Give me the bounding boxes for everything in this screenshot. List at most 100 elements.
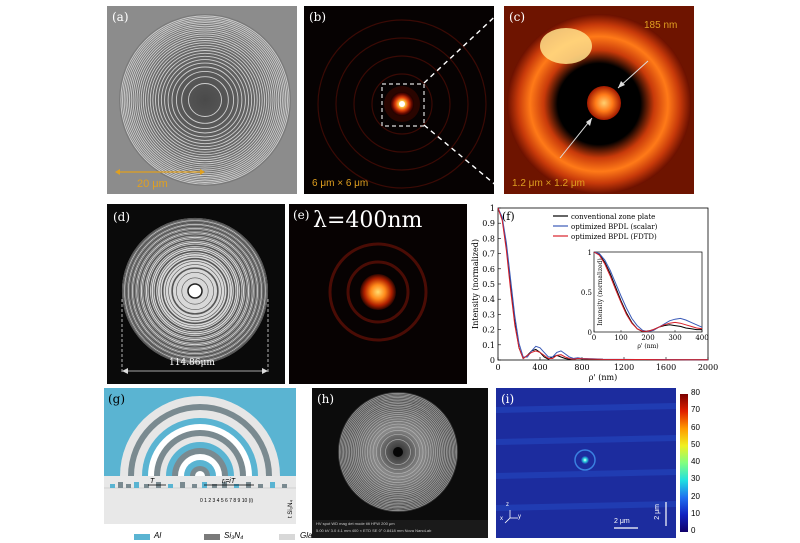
ring	[367, 421, 429, 483]
ring	[379, 433, 417, 471]
ring	[157, 253, 233, 329]
panel-label-e: (e)	[293, 208, 310, 222]
scale-label-i-horizontal: 2 μm	[614, 518, 630, 525]
ring	[131, 227, 259, 355]
ring	[132, 228, 258, 354]
scale-label-b: 6 μm × 6 μm	[312, 178, 369, 189]
ring	[369, 423, 427, 481]
intensity-chart: 00.10.20.30.40.50.60.70.80.910 400 800 1200…	[471, 204, 718, 382]
colorbar: 80 70 60 50 40 30 20 10 0	[680, 388, 720, 538]
ring	[127, 223, 263, 359]
ring	[125, 221, 265, 361]
series-line	[497, 207, 708, 361]
legend-label: conventional zone plate	[571, 213, 655, 221]
cross-section-block	[234, 484, 239, 488]
panel-label-g: (g)	[108, 392, 126, 406]
ring	[135, 231, 255, 351]
ring	[125, 20, 285, 180]
colorbar-gradient	[680, 394, 688, 532]
ring	[149, 44, 261, 156]
material-legend: Al Si₃N₄ Glass	[134, 531, 374, 542]
ring	[161, 257, 229, 325]
ring	[352, 406, 444, 498]
ring	[385, 439, 411, 465]
y-tick-label: 0.7	[482, 250, 495, 259]
ring	[130, 25, 280, 175]
bpdl-pattern-image	[107, 204, 285, 384]
panel-h: (h) HV spot WD mag det mode tilt HFW 200…	[312, 388, 488, 538]
panel-label-c: (c)	[509, 10, 526, 24]
sem-info-line1: HV spot WD mag det mode tilt HFW 200 μm	[316, 521, 395, 526]
cross-section-block	[270, 482, 275, 488]
panel-label-f: (f)	[502, 210, 515, 223]
diameter-label-d: 114.86μm	[169, 358, 215, 368]
ring	[375, 429, 421, 475]
ring	[123, 219, 267, 363]
ring	[171, 66, 239, 134]
colorbar-tick-label: 20	[691, 491, 700, 501]
cross-section-block	[282, 484, 287, 488]
ring	[136, 31, 274, 169]
colorbar-tick-label: 0	[691, 526, 696, 535]
legend-label: optimized BPDL (scalar)	[571, 223, 658, 231]
period-label: T	[150, 478, 155, 485]
panel-label-a: (a)	[112, 10, 129, 24]
x-axis-label: ρ' (nm)	[589, 373, 617, 382]
ring	[152, 248, 238, 334]
colorbar-tick-label: 30	[691, 474, 700, 484]
ring	[127, 22, 283, 178]
ring	[167, 62, 243, 138]
ring	[364, 418, 432, 486]
scale-bar-a	[115, 169, 205, 175]
x-tick-label: 1200	[614, 363, 634, 372]
inset-x-tick-label: 0	[592, 334, 596, 342]
ring	[133, 229, 257, 353]
inset-x-tick-label: 300	[668, 334, 681, 342]
axis-label-x: x	[500, 516, 503, 522]
panel-label-d: (d)	[113, 210, 131, 224]
scale-label-c: 1.2 μm × 1.2 μm	[512, 178, 585, 189]
size-label-c: 185 nm	[644, 20, 678, 31]
thickness-label: t Si₃N₄	[288, 500, 294, 518]
ring	[154, 250, 236, 332]
ring	[120, 15, 290, 185]
scale-label-i-vertical: 2 μm	[654, 504, 661, 520]
ring	[176, 272, 214, 310]
inset-x-tick-label: 400	[695, 334, 708, 342]
inset-y-tick-label: 0	[588, 329, 592, 337]
ring	[142, 37, 268, 163]
ring	[349, 403, 447, 501]
panel-d: (d) 114.86μm	[107, 204, 285, 384]
cross-section-block	[126, 484, 131, 488]
legend-label-glass: Glass	[300, 531, 321, 540]
ring	[121, 217, 269, 365]
scale-label-a: 20 μm	[137, 178, 168, 190]
panel-c: (c) 185 nm 1.2 μm × 1.2 μm	[504, 6, 694, 194]
ring	[181, 76, 229, 124]
ring	[143, 239, 247, 343]
ring	[155, 50, 255, 150]
cross-section-block	[192, 484, 197, 488]
ring	[152, 47, 258, 153]
colorbar-tick-label: 50	[691, 439, 700, 449]
x-tick-label: 400	[532, 363, 547, 372]
y-tick-label: 0.5	[482, 280, 495, 289]
bpdl-schematic: t Si₃N₄	[104, 388, 296, 524]
ring	[128, 23, 282, 177]
ring	[145, 241, 245, 341]
legend-label: optimized BPDL (FDTD)	[571, 233, 657, 241]
colorbar-tick-label: 40	[691, 457, 700, 466]
inset-series-line	[593, 251, 703, 332]
ring	[346, 400, 450, 504]
ring	[356, 410, 440, 494]
zone-plate-image	[107, 6, 297, 194]
ring	[150, 246, 240, 336]
panel-b: (b) 6 μm × 6 μm	[304, 6, 494, 194]
zoomed-spot-image	[504, 6, 694, 194]
ring	[123, 18, 287, 182]
sem-info-line2: 5.00 kV 3.0 4.1 mm 400 × ETD SE 0° 0.841…	[316, 528, 432, 533]
legend-swatch-sin	[204, 534, 220, 540]
ring	[140, 236, 250, 346]
zoom-connector	[423, 7, 505, 193]
x-tick-label: 800	[574, 363, 589, 372]
